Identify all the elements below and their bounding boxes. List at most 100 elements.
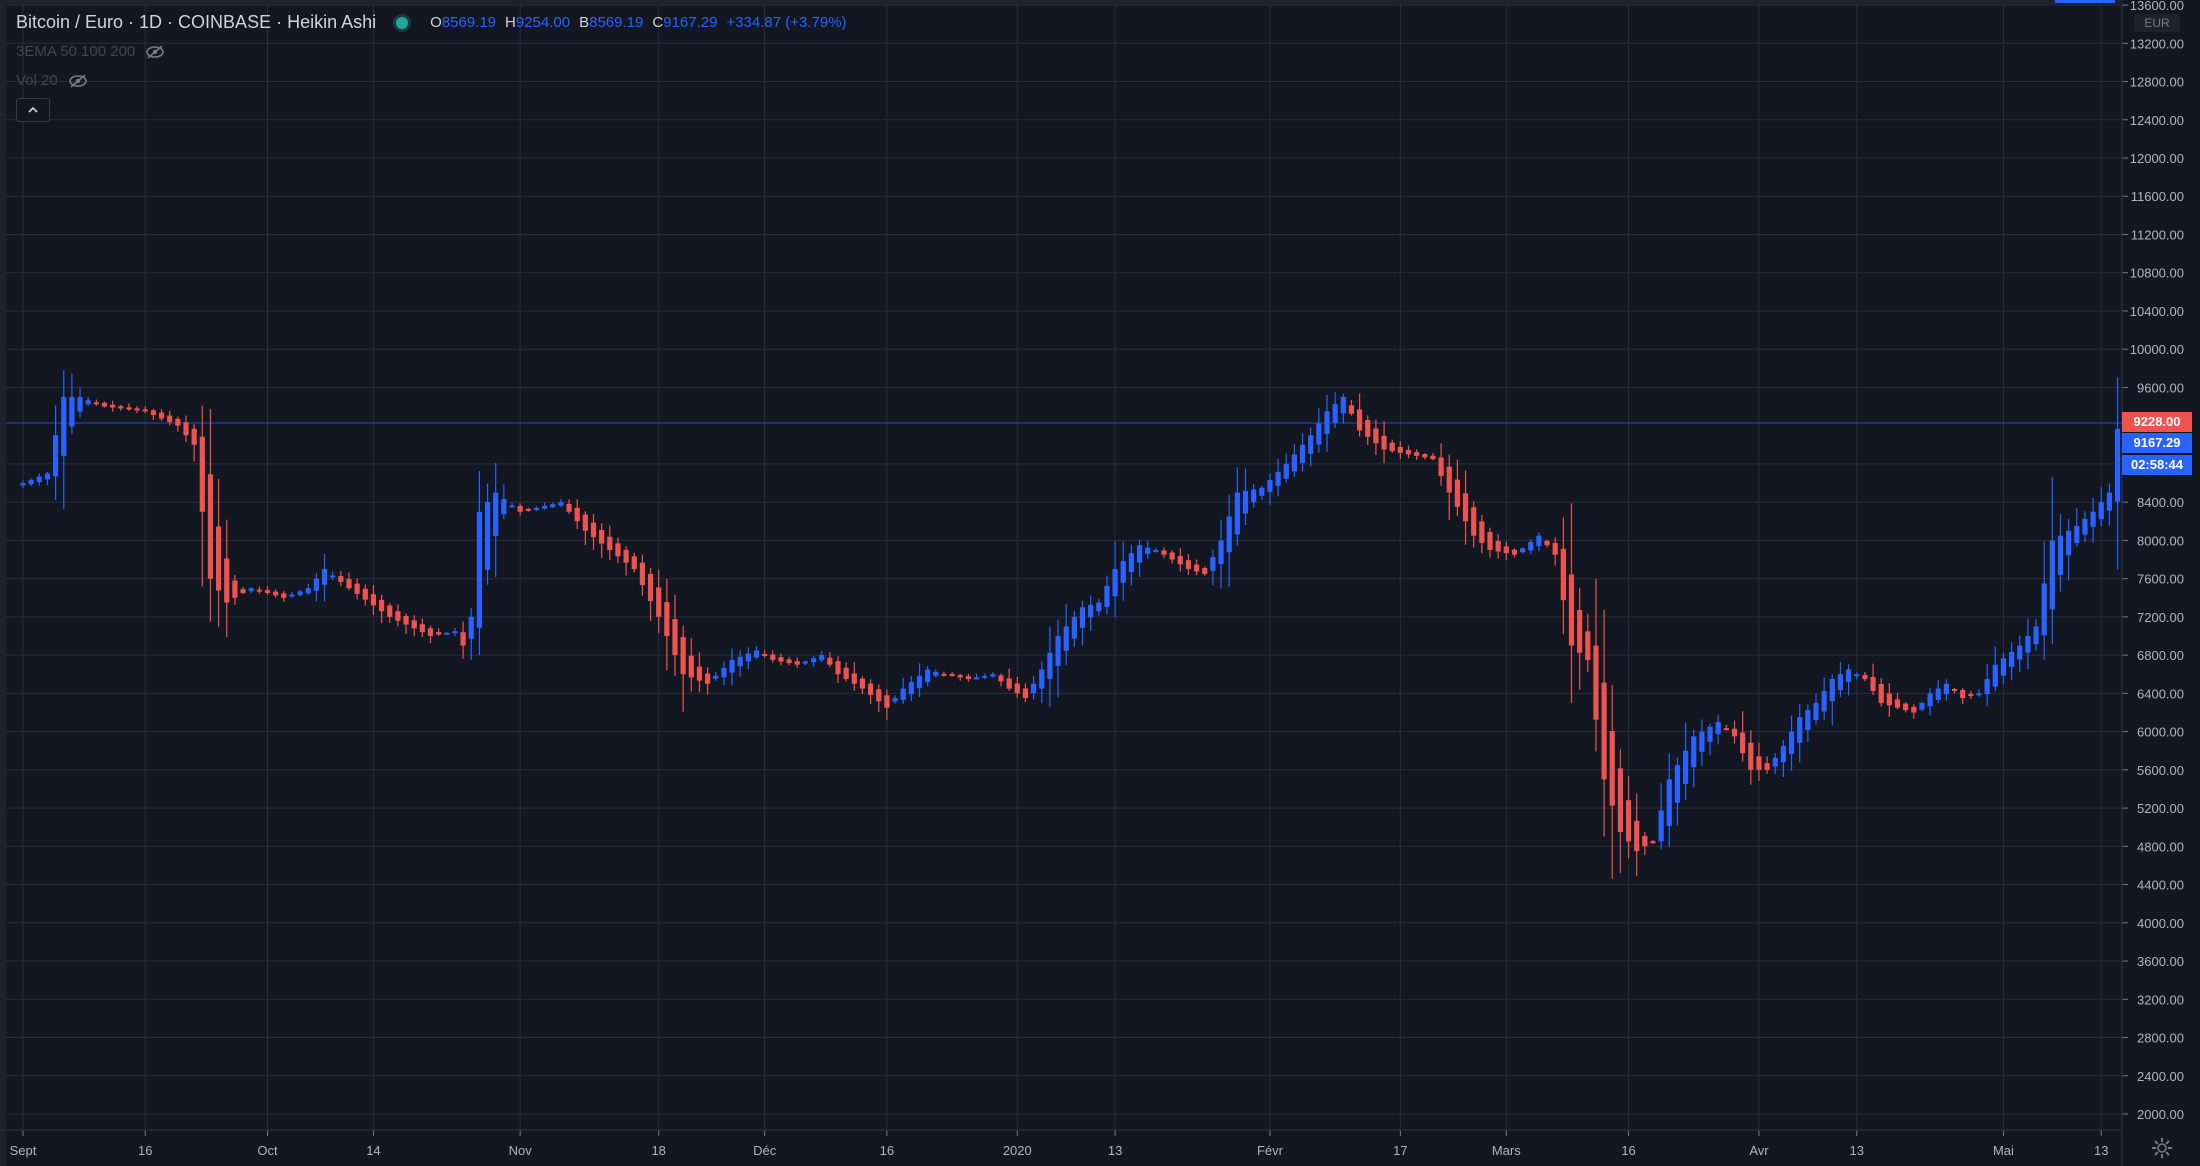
- candle-body: [167, 415, 173, 423]
- candle-body: [973, 677, 980, 680]
- price-tick-label: 10400.00: [2130, 304, 2184, 319]
- candle-body: [305, 588, 311, 594]
- bar-countdown-tag: 02:58:44: [2122, 455, 2192, 475]
- candle-body: [1520, 548, 1526, 553]
- candle-body: [965, 676, 971, 680]
- eye-hidden-icon[interactable]: [145, 44, 165, 59]
- candle-body: [240, 589, 246, 593]
- candle-body: [1373, 428, 1379, 444]
- candle-body: [835, 661, 841, 675]
- candle-body: [1259, 487, 1265, 496]
- candle-body: [1202, 568, 1208, 574]
- study-ema[interactable]: 3EMA 50 100 200: [16, 43, 165, 60]
- candle-body: [1422, 454, 1428, 458]
- candle-body: [949, 674, 955, 677]
- time-tick-label: Déc: [753, 1143, 777, 1158]
- ohlc-close-value: 9167.29: [663, 14, 718, 31]
- eye-hidden-icon[interactable]: [68, 73, 88, 88]
- candle-body: [590, 522, 597, 538]
- candle-body: [501, 498, 507, 515]
- candle-body: [256, 589, 262, 592]
- candle-body: [868, 683, 874, 695]
- candle-body: [313, 578, 319, 591]
- price-tick-label: 2000.00: [2137, 1107, 2184, 1122]
- candle-body: [1194, 564, 1200, 572]
- candle-body: [1878, 683, 1884, 703]
- candle-body: [297, 591, 303, 596]
- candle-body: [1601, 682, 1607, 780]
- candle-body: [753, 650, 760, 658]
- candle-body: [1128, 553, 1134, 572]
- candle-body: [859, 678, 866, 689]
- candle-body: [93, 402, 99, 405]
- candle-body: [484, 502, 491, 570]
- candle-body: [900, 688, 906, 700]
- candle-body: [892, 698, 898, 702]
- candle-body: [884, 695, 890, 708]
- candle-body: [101, 402, 108, 407]
- candle-body: [476, 511, 482, 628]
- candle-body: [1886, 693, 1892, 706]
- candle-body: [1683, 750, 1689, 784]
- candle-body: [1805, 710, 1811, 731]
- currency-badge[interactable]: EUR: [2134, 14, 2180, 32]
- candle-body: [1984, 679, 1990, 695]
- candle-body: [1120, 561, 1126, 583]
- time-tick-label: Mai: [1993, 1143, 2014, 1158]
- ohlc-values: O8569.19 H9254.00 B8569.19 C9167.29 +334.87 …: [430, 14, 846, 31]
- candle-body: [558, 502, 564, 506]
- price-tick-label: 13600.00: [2130, 0, 2184, 13]
- candle-body: [264, 590, 271, 593]
- price-tick-label: 3600.00: [2137, 954, 2184, 969]
- candle-body: [696, 666, 703, 681]
- candle-body: [851, 673, 857, 684]
- time-tick-label: 17: [1393, 1143, 1407, 1158]
- candle-body: [1528, 541, 1534, 551]
- candle-body: [1022, 688, 1029, 699]
- candle-body: [688, 655, 694, 678]
- series-legend[interactable]: Bitcoin / Euro · 1D · COINBASE · Heikin …: [16, 12, 847, 33]
- candle-body: [990, 674, 996, 677]
- gear-icon[interactable]: [2150, 1136, 2174, 1160]
- candle-body: [281, 593, 287, 598]
- candle-body: [175, 418, 181, 426]
- candle-body: [1935, 688, 1941, 700]
- candle-body: [1691, 736, 1697, 768]
- price-tick-label: 12800.00: [2130, 75, 2184, 90]
- study-volume[interactable]: Vol 20: [16, 72, 88, 89]
- candle-body: [77, 397, 83, 412]
- candle-body: [1723, 728, 1729, 731]
- candle-body: [2033, 626, 2039, 645]
- candle-body: [1756, 756, 1762, 770]
- candle-body: [1650, 841, 1656, 844]
- candle-body: [762, 653, 768, 656]
- candle-body: [916, 675, 923, 689]
- candle-body: [647, 573, 654, 601]
- candle-body: [1634, 820, 1640, 852]
- candle-body: [1226, 516, 1232, 553]
- price-tick-label: 4400.00: [2137, 878, 2184, 893]
- candle-body: [1797, 717, 1803, 743]
- candle-body: [786, 659, 792, 664]
- candle-body: [126, 407, 132, 410]
- candle-body: [1031, 683, 1037, 694]
- candle-body: [370, 594, 377, 606]
- candle-body: [525, 508, 531, 511]
- ohlc-open-label: O: [430, 14, 442, 31]
- candle-body: [1381, 435, 1387, 450]
- symbol-title[interactable]: Bitcoin / Euro · 1D · COINBASE · Heikin …: [16, 12, 377, 32]
- collapse-legend-button[interactable]: [16, 98, 50, 122]
- candle-body: [933, 671, 939, 676]
- candle-body: [142, 409, 148, 412]
- candle-body: [2057, 535, 2064, 575]
- candle-body: [2082, 518, 2088, 535]
- candle-body: [330, 575, 336, 578]
- candle-body: [1104, 585, 1110, 607]
- candle-body: [158, 412, 165, 419]
- candle-body: [599, 529, 605, 544]
- candle-body: [1242, 491, 1249, 514]
- candle-body: [843, 667, 849, 680]
- candle-body: [1161, 550, 1167, 555]
